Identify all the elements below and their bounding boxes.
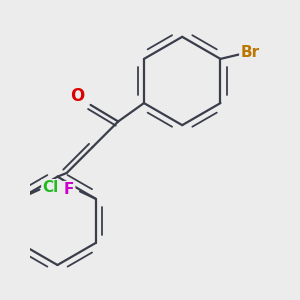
- Text: Br: Br: [240, 45, 260, 60]
- Text: Cl: Cl: [42, 180, 58, 195]
- Text: F: F: [64, 182, 74, 197]
- Text: O: O: [70, 87, 85, 105]
